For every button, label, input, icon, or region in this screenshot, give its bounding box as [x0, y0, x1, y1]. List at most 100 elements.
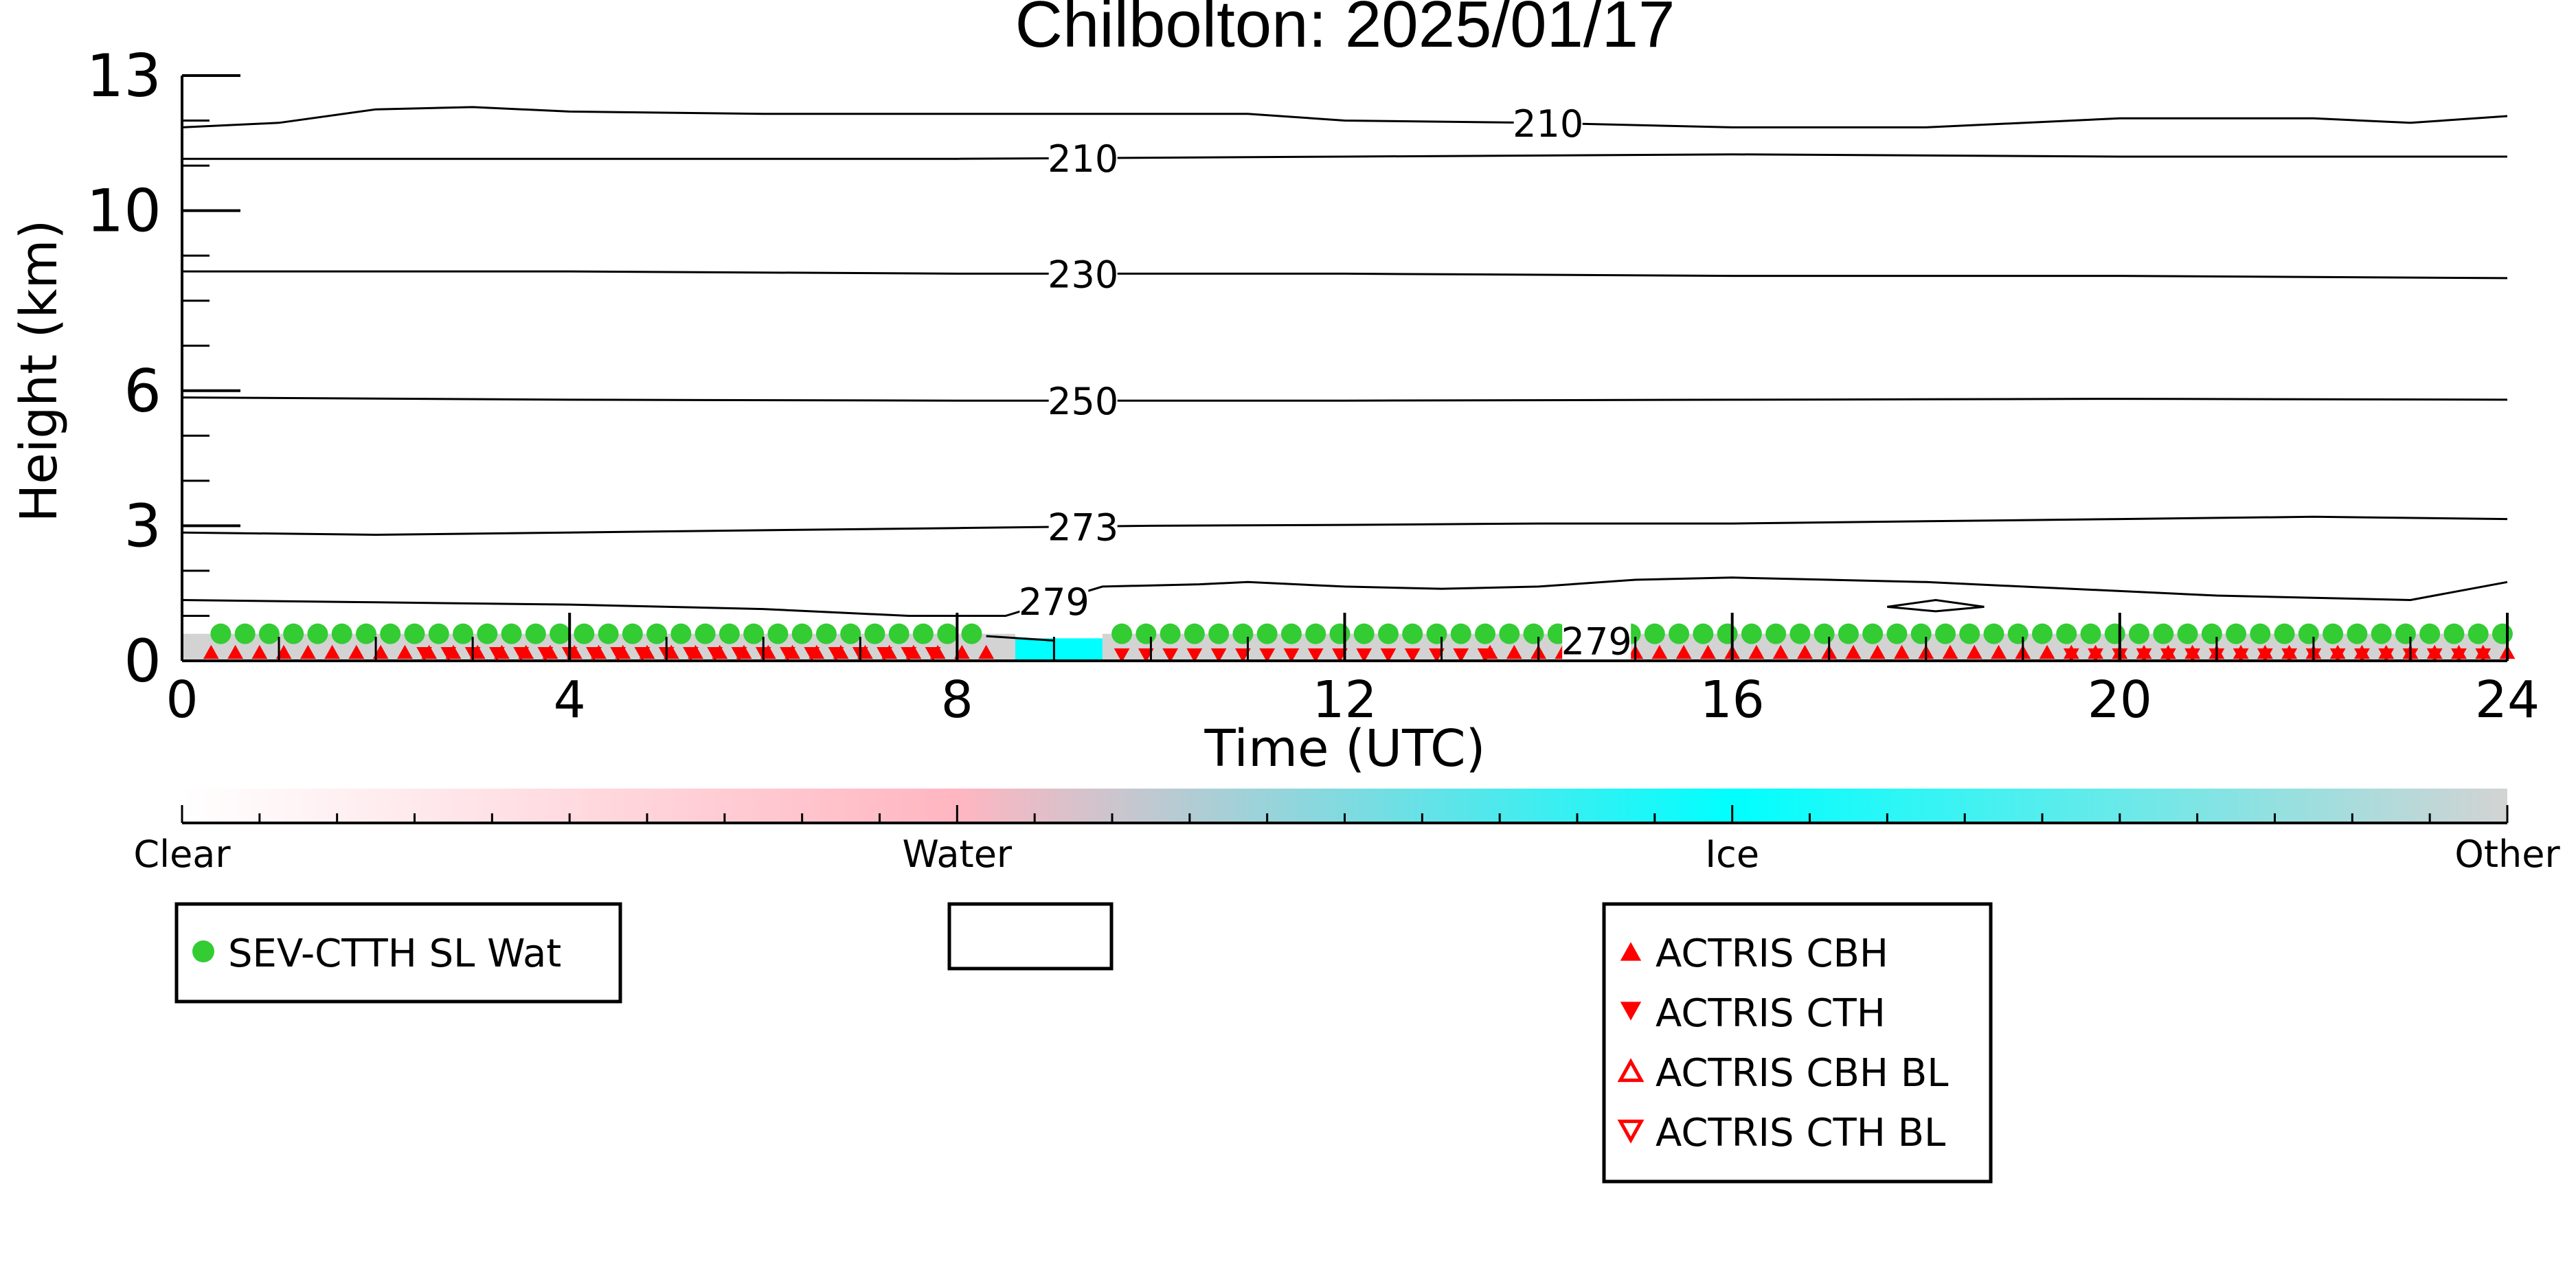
y-tick-label: 6	[124, 357, 161, 426]
actris-cbh-marker	[445, 644, 462, 659]
actris-cth-marker	[1283, 648, 1300, 663]
sev-ctth-marker	[428, 623, 449, 644]
actris-cbh-marker	[2378, 644, 2395, 659]
sev-ctth-marker	[598, 623, 619, 644]
sev-ctth-marker	[307, 623, 328, 644]
sev-ctth-marker	[525, 623, 546, 644]
sev-ctth-marker	[2274, 623, 2295, 644]
x-tick-label: 8	[941, 670, 973, 730]
contour-label-bg	[1048, 380, 1118, 420]
colorbar: Clear Water Ice Other	[133, 789, 2560, 876]
actris-cbh-marker	[1991, 644, 2007, 659]
sev-ctth-marker	[1160, 623, 1181, 644]
actris-cbh-marker	[203, 644, 219, 659]
sev-ctth-marker	[550, 623, 571, 644]
sev-ctth-marker	[404, 623, 425, 644]
sev-ctth-marker	[2298, 623, 2319, 644]
contour-label-bg	[1513, 102, 1583, 143]
sev-ctth-marker	[1910, 623, 1932, 644]
legend-label: ACTRIS CTH	[1656, 991, 1886, 1036]
contour-label-bg	[1019, 580, 1089, 621]
sev-ctth-marker	[355, 623, 376, 644]
sev-ctth-marker	[1741, 623, 1762, 644]
classification-segment	[1015, 638, 1103, 661]
actris-cbh-marker	[518, 644, 534, 659]
sev-ctth-marker	[1499, 623, 1520, 644]
legend-box	[947, 902, 1114, 971]
actris-cbh-marker	[1869, 644, 1886, 659]
actris-cth-marker	[1114, 648, 1130, 663]
actris-cbh-marker	[2451, 644, 2467, 659]
x-tick-label: 16	[1700, 670, 1765, 730]
actris-cth-marker	[1356, 648, 1372, 663]
legend-marker	[1617, 1058, 1645, 1083]
actris-cbh-marker	[300, 644, 316, 659]
sev-ctth-marker	[1838, 623, 1859, 644]
sev-ctth-marker	[2226, 623, 2247, 644]
legend-marker	[192, 940, 214, 962]
sev-ctth-marker	[2177, 623, 2198, 644]
actris-cbh-marker	[1772, 644, 1789, 659]
sev-ctth-marker	[2347, 623, 2368, 644]
contour-label: 210	[1048, 137, 1118, 181]
sev-ctth-marker	[1305, 623, 1326, 644]
sev-ctth-marker	[331, 623, 352, 644]
actris-cbh-marker	[1700, 644, 1716, 659]
y-axis-label: Height (km)	[10, 220, 69, 523]
actris-cbh-marker	[881, 644, 898, 659]
sev-ctth-marker	[210, 623, 231, 644]
sev-ctth-marker	[815, 623, 837, 644]
actris-cbh-marker	[639, 644, 655, 659]
sev-ctth-marker	[767, 623, 789, 644]
actris-cbh-marker	[1894, 644, 1910, 659]
actris-cbh-marker	[1845, 644, 1862, 659]
sev-ctth-marker	[1208, 623, 1230, 644]
legend-marker	[1620, 1002, 1642, 1021]
contour-label-bg	[1048, 137, 1118, 178]
sev-ctth-marker	[1669, 623, 1690, 644]
contour-line	[181, 106, 2508, 128]
sev-ctth-marker	[1377, 623, 1399, 644]
sev-ctth-marker	[2201, 623, 2222, 644]
sev-ctth-marker	[1329, 623, 1351, 644]
legend-label: ACTRIS CBH	[1656, 931, 1888, 976]
sev-ctth-marker	[2467, 623, 2489, 644]
actris-cbh-marker	[2088, 644, 2103, 659]
actris-cth-marker	[1307, 648, 1324, 663]
legend-box	[1602, 902, 1993, 1184]
actris-cbh-marker	[227, 644, 243, 659]
sev-ctth-marker	[2250, 623, 2271, 644]
y-tick-label: 3	[124, 492, 161, 561]
sev-ctth-marker	[1959, 623, 1980, 644]
sev-ctth-marker	[1644, 623, 1665, 644]
sev-ctth-marker	[1111, 623, 1133, 644]
contour-label: 230	[1048, 253, 1118, 296]
actris-cth-marker	[1453, 648, 1469, 663]
contour-label-bg	[1048, 506, 1118, 546]
x-tick-label: 4	[554, 670, 586, 730]
colorbar-label: Water	[903, 833, 1013, 876]
sev-ctth-marker	[2492, 623, 2513, 644]
actris-cbh-marker	[251, 644, 268, 659]
x-tick-label: 12	[1312, 670, 1377, 730]
actris-cbh-marker	[324, 644, 341, 659]
y-tick-label: 13	[87, 42, 161, 111]
actris-cbh-marker	[1482, 644, 1498, 659]
actris-cbh-marker	[591, 644, 607, 659]
actris-cbh-marker	[929, 644, 946, 659]
x-axis-label: Time (UTC)	[1204, 719, 1485, 778]
sev-ctth-marker	[840, 623, 861, 644]
actris-cbh-marker	[736, 644, 752, 659]
contour-line	[181, 396, 2508, 402]
sev-ctth-marker	[1232, 623, 1254, 644]
sev-ctth-marker	[2007, 623, 2029, 644]
sev-ctth-marker	[2323, 623, 2344, 644]
sev-ctth-marker	[2104, 623, 2125, 644]
actris-cbh-marker	[2426, 644, 2443, 659]
sev-ctth-marker	[1693, 623, 1714, 644]
actris-cbh-marker	[1797, 644, 1813, 659]
sev-ctth-marker	[2419, 623, 2441, 644]
sev-ctth-marker	[1789, 623, 1811, 644]
sev-ctth-marker	[912, 623, 934, 644]
